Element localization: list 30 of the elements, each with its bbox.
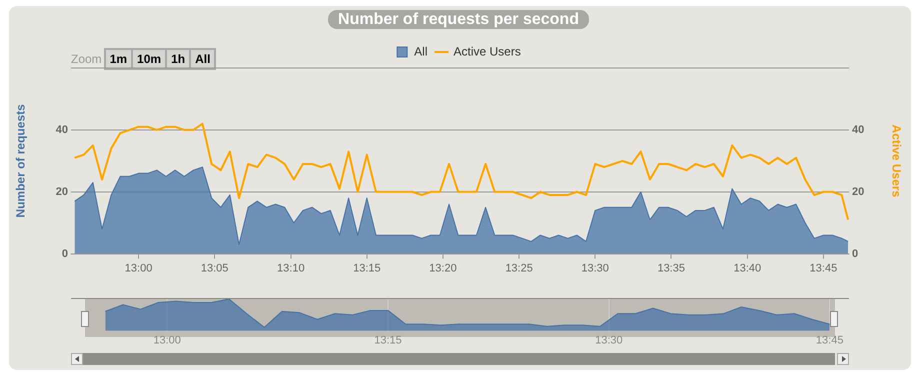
x-tick-label: 13:40	[734, 262, 762, 274]
y-axis-title: Number of requests	[14, 104, 28, 218]
x-tick-label: 13:30	[581, 262, 609, 274]
legend-label: All	[414, 44, 428, 58]
y-tick-label: 40	[56, 124, 68, 136]
legend-label: Active Users	[453, 44, 521, 58]
x-tick-label: 13:00	[153, 334, 181, 346]
chart-title: Number of requests per second	[328, 10, 589, 29]
x-tick-label: 13:00	[124, 262, 152, 274]
text: 10m	[131, 48, 168, 70]
x-tick-label: 13:45	[816, 334, 844, 346]
x-tick-label: 13:15	[353, 262, 381, 274]
text: 1h	[165, 48, 192, 70]
text: All	[189, 48, 216, 70]
y-tick-label: 0	[62, 248, 68, 260]
x-tick-label: 13:25	[505, 262, 533, 274]
text: Zoom	[71, 52, 102, 66]
x-tick-label: 13:35	[657, 262, 685, 274]
y2-axis-title: Active Users	[889, 124, 904, 198]
y-tick-label: 20	[56, 186, 68, 198]
y2-tick-label: 40	[852, 124, 864, 136]
x-tick-label: 13:20	[429, 262, 457, 274]
y2-tick-label: 20	[852, 186, 864, 198]
x-tick-label: 13:45	[810, 262, 838, 274]
y2-tick-label: 0	[852, 248, 858, 260]
text: 1m	[104, 48, 134, 70]
x-tick-label: 13:30	[595, 334, 623, 346]
x-tick-label: 13:15	[374, 334, 402, 346]
x-tick-label: 13:10	[277, 262, 305, 274]
x-tick-label: 13:05	[200, 262, 228, 274]
